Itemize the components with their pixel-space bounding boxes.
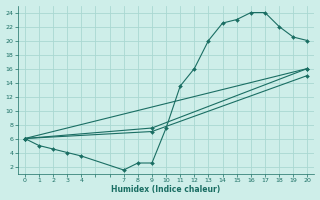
X-axis label: Humidex (Indice chaleur): Humidex (Indice chaleur) bbox=[111, 185, 221, 194]
